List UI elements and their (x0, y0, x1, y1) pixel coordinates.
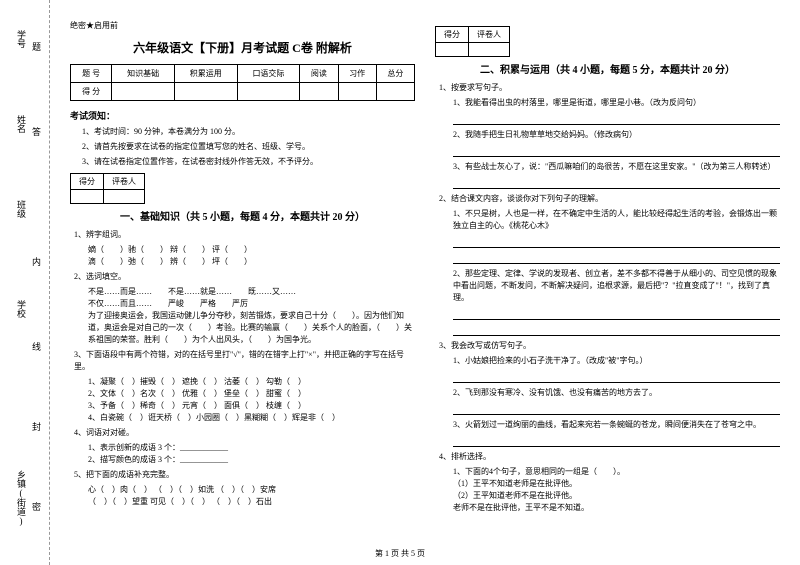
side-label-xuexiao: 学校 (15, 300, 28, 318)
s2-q4-r0: 1、下面的4个句子，意思相同的一组是（ ）。 (453, 466, 780, 478)
side-mark-xian: 线 (32, 340, 41, 353)
s1-q4-r0: 1、表示创新的成语 3 个：____________ (88, 442, 415, 454)
s2-q1-r1: 2、我随手把生日礼物草草地交给妈妈。（修改病句） (453, 129, 780, 141)
side-mark-mi: 密 (32, 500, 41, 513)
s2-q4-r2: （2）王平知道老师不是在批评他。 (453, 490, 780, 502)
score-table: 题 号 知识基础 积累运用 口语交际 阅读 习作 总分 得 分 (70, 64, 415, 101)
score-row-label: 得 分 (71, 83, 112, 101)
section1-score-box: 得分评卷人 (70, 173, 145, 204)
s1-q3-r3: 4、白瓷碗（ ）诳天桥（ ）小园圈（ ）黑糊糊（ ）辉是非（ ） (88, 412, 415, 424)
right-column: 得分评卷人 二、积累与运用（共 4 小题，每题 5 分，本题共计 20 分） 1… (425, 20, 790, 555)
th-5: 习作 (338, 65, 376, 83)
s1-q1-r1: 滴（ ）弛（ ） 辨（ ） 坪（ ） (88, 256, 415, 268)
s1-q3-r1: 2、文体（ ）名次（ ） 优雅（ ） 堡垒（ ） 甜蜜（ ） (88, 388, 415, 400)
s1-q1: 1、辨字组词。 (74, 229, 415, 241)
th-3: 口语交际 (237, 65, 300, 83)
s1-q2-r0: 不是……而是…… 不是……就是…… 既……又…… (88, 286, 415, 298)
th-1: 知识基础 (112, 65, 175, 83)
s1-q1-r0: 嫡（ ）驰（ ） 辩（ ） 评（ ） (88, 244, 415, 256)
notice-3: 3、请在试卷指定位置作答，在试卷密封线外作答无效，不予评分。 (82, 156, 415, 167)
side-mark-ti: 题 (32, 40, 41, 53)
section2-title: 二、积累与运用（共 4 小题，每题 5 分，本题共计 20 分） (435, 61, 780, 76)
page-footer: 第 1 页 共 5 页 (0, 548, 800, 559)
blank-line (453, 236, 780, 248)
side-label-xiangzhen: 乡镇(街道) (15, 470, 28, 526)
binding-margin: 学号 题 姓名 答 班级 内 学校 线 封 乡镇(街道) 密 (0, 0, 50, 565)
side-mark-da: 答 (32, 125, 41, 138)
s1-q3-r2: 3、予备（ ）稀奇（ ） 元宵（ ） 面俱（ ） 枝缠（ ） (88, 400, 415, 412)
notice-1: 1、考试时间：90 分钟，本卷满分为 100 分。 (82, 126, 415, 137)
s1-q4-r1: 2、描写颜色的成语 3 个：____________ (88, 454, 415, 466)
s1-q2-r2: 为了迎接奥运会，我国运动健儿争分夺秒，刻苦锻炼，要求自己十分（ ）。因为他们知道… (88, 310, 415, 346)
s2-q3-r0: 1、小姑娘把捡来的小石子洗干净了。（改成"被"字句。） (453, 355, 780, 367)
blank-line (453, 435, 780, 447)
th-6: 总分 (376, 65, 414, 83)
s1-q5: 5、把下面的成语补充完整。 (74, 469, 415, 481)
exam-title: 六年级语文【下册】月考试题 C卷 附解析 (70, 39, 415, 56)
blank-line (453, 308, 780, 320)
secret-mark: 绝密★启用前 (70, 20, 415, 31)
s2-q2-r1: 2、那些定理、定律、学说的发现者、创立者，差不多都不得善于从细小的、司空见惯的现… (453, 268, 780, 304)
blank-line (453, 371, 780, 383)
s2-q2-r0: 1、不只是树，人也是一样，在不确定中生活的人，能比较经得起生活的考验，会锻炼出一… (453, 208, 780, 232)
s2-q4-r1: （1）王平不知道老师是在批评他。 (453, 478, 780, 490)
s2-q3-r2: 3、火箭划过一道绚丽的曲线，看起来宛若一条蜿蜒的苍龙，瞬间便消失在了苍穹之中。 (453, 419, 780, 431)
s1-q5-r1: （ ）（ ）望重 可见（ ）（ ） （ ）（ ）石出 (88, 496, 415, 508)
blank-line (453, 324, 780, 336)
th-0: 题 号 (71, 65, 112, 83)
s1-q4: 4、词语对对碰。 (74, 427, 415, 439)
side-label-banji: 班级 (15, 200, 28, 218)
th-2: 积累运用 (174, 65, 237, 83)
th-4: 阅读 (300, 65, 338, 83)
side-label-xingming: 姓名 (15, 115, 28, 133)
side-label-xuehao: 学号 (15, 30, 28, 48)
side-mark-feng: 封 (32, 420, 41, 433)
blank-line (453, 177, 780, 189)
exam-content: 绝密★启用前 六年级语文【下册】月考试题 C卷 附解析 题 号 知识基础 积累运… (50, 0, 800, 565)
s1-q3: 3、下面语段中有两个符错，对的在括号里打"√"，错的在错字上打"×"，并把正确的… (74, 349, 415, 373)
s1-q5-r0: 心（ ）肉（ ） （ ）（ ）如洗 （ ）（ ）安席 (88, 484, 415, 496)
blank-line (453, 403, 780, 415)
s1-q2: 2、选词填空。 (74, 271, 415, 283)
notice-head: 考试须知： (70, 109, 415, 122)
s2-q4-r3: 老师不是在批评他，王平不是不知道。 (453, 502, 780, 514)
s2-q3-r1: 2、飞到那没有寒冷、没有饥饿、也没有痛苦的地方去了。 (453, 387, 780, 399)
side-mark-nei: 内 (32, 255, 41, 268)
s2-q2: 2、结合课文内容，谈谈你对下列句子的理解。 (439, 193, 780, 205)
blank-line (453, 252, 780, 264)
s2-q1-r2: 3、有些战士灰心了，说："西瓜嘛咱们的岛很苦，不愿在这里安家。"（改为第三人称转… (453, 161, 780, 173)
notice-2: 2、请首先按要求在试卷的指定位置填写您的姓名、班级、学号。 (82, 141, 415, 152)
s2-q3: 3、我会改写或仿写句子。 (439, 340, 780, 352)
left-column: 绝密★启用前 六年级语文【下册】月考试题 C卷 附解析 题 号 知识基础 积累运… (60, 20, 425, 555)
s1-q3-r0: 1、凝聚（ ）摧毁（ ） 遮挽（ ） 沽萎（ ） 勾勒（ ） (88, 376, 415, 388)
section1-title: 一、基础知识（共 5 小题，每题 4 分，本题共计 20 分） (70, 208, 415, 223)
section2-score-box: 得分评卷人 (435, 26, 510, 57)
s2-q1-r0: 1、我能看得出虫的村落里，哪里是街道，哪里是小巷。（改为反问句） (453, 97, 780, 109)
blank-line (453, 145, 780, 157)
s2-q1: 1、按要求写句子。 (439, 82, 780, 94)
blank-line (453, 113, 780, 125)
s1-q2-r1: 不仅……而且…… 严峻 严格 严厉 (88, 298, 415, 310)
s2-q4: 4、排析选择。 (439, 451, 780, 463)
